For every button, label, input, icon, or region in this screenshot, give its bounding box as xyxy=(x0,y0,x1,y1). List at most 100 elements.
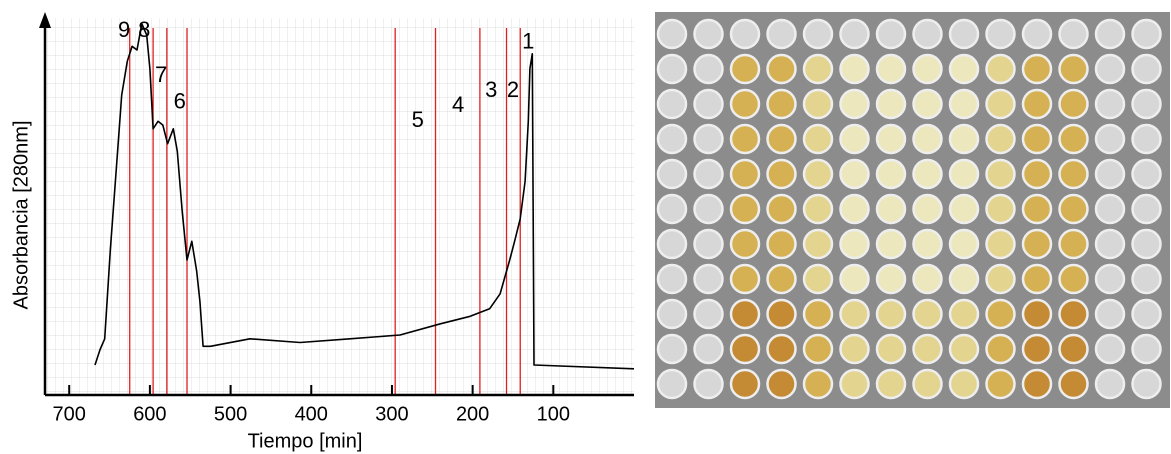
test-tube xyxy=(1094,228,1126,260)
test-tube xyxy=(839,158,870,190)
fraction-label: 7 xyxy=(155,62,167,87)
test-tube xyxy=(912,263,943,295)
test-tube xyxy=(875,18,907,50)
test-tube xyxy=(693,368,724,400)
test-tube xyxy=(1094,53,1126,85)
test-tube xyxy=(1094,88,1126,120)
test-tube xyxy=(875,333,907,365)
test-tube xyxy=(1094,193,1126,225)
test-tube xyxy=(766,368,797,400)
test-tube xyxy=(1094,368,1126,400)
test-tube xyxy=(656,53,688,85)
test-tube xyxy=(1094,158,1126,190)
test-tube xyxy=(802,18,834,50)
test-tube xyxy=(729,53,761,85)
test-tube xyxy=(693,263,724,295)
test-tube xyxy=(985,298,1016,330)
test-tube xyxy=(912,228,943,260)
x-tick-label: 100 xyxy=(537,403,570,425)
test-tube xyxy=(693,193,724,225)
test-tube xyxy=(875,53,907,85)
test-tube xyxy=(729,368,761,400)
test-tube xyxy=(948,193,980,225)
test-tube xyxy=(839,263,870,295)
test-tube xyxy=(948,228,980,260)
test-tube xyxy=(766,263,797,295)
test-tube xyxy=(656,263,688,295)
test-tube xyxy=(766,298,797,330)
test-tube xyxy=(912,53,943,85)
test-tube xyxy=(1021,53,1053,85)
test-tube xyxy=(1131,263,1162,295)
test-tube xyxy=(693,123,724,155)
test-tube xyxy=(839,18,870,50)
fraction-label: 5 xyxy=(412,107,424,132)
test-tube xyxy=(1021,263,1053,295)
test-tube xyxy=(1094,123,1126,155)
test-tube xyxy=(1094,298,1126,330)
test-tube xyxy=(1021,158,1053,190)
test-tube xyxy=(1058,18,1089,50)
test-tube xyxy=(729,158,761,190)
test-tube xyxy=(839,298,870,330)
test-tube xyxy=(948,53,980,85)
test-tube xyxy=(802,88,834,120)
test-tube xyxy=(766,193,797,225)
test-tube xyxy=(1094,263,1126,295)
test-tube xyxy=(875,368,907,400)
fraction-label: 2 xyxy=(507,77,519,102)
test-tube xyxy=(912,158,943,190)
test-tube xyxy=(1131,53,1162,85)
test-tube xyxy=(802,158,834,190)
test-tube xyxy=(912,88,943,120)
test-tube xyxy=(1021,193,1053,225)
x-tick-label: 700 xyxy=(53,403,86,425)
test-tube xyxy=(693,18,724,50)
test-tube xyxy=(766,158,797,190)
test-tube xyxy=(656,333,688,365)
test-tube xyxy=(875,158,907,190)
test-tube xyxy=(912,193,943,225)
x-tick-label: 200 xyxy=(456,403,489,425)
test-tube xyxy=(729,263,761,295)
test-tube xyxy=(875,263,907,295)
test-tube xyxy=(1058,298,1089,330)
test-tube xyxy=(656,298,688,330)
test-tube xyxy=(656,368,688,400)
fraction-label: 1 xyxy=(522,28,534,53)
test-tube xyxy=(948,298,980,330)
test-tube xyxy=(802,193,834,225)
test-tube xyxy=(656,228,688,260)
photo-test-tubes xyxy=(655,12,1170,408)
test-tube xyxy=(766,53,797,85)
x-tick-label: 500 xyxy=(214,403,247,425)
test-tube xyxy=(1131,18,1162,50)
y-axis-arrow xyxy=(39,12,51,28)
test-tube xyxy=(948,123,980,155)
fraction-label: 3 xyxy=(485,77,497,102)
test-tube xyxy=(948,18,980,50)
test-tube xyxy=(985,368,1016,400)
y-axis-label: Absorbancia [280nm] xyxy=(10,120,32,309)
test-tube xyxy=(985,158,1016,190)
test-tube xyxy=(729,18,761,50)
test-tube xyxy=(1094,333,1126,365)
test-tube xyxy=(693,53,724,85)
test-tube xyxy=(1058,368,1089,400)
fraction-label: 6 xyxy=(174,88,186,113)
fraction-label: 9 xyxy=(118,17,130,42)
test-tube xyxy=(875,298,907,330)
test-tube xyxy=(1021,333,1053,365)
test-tube xyxy=(912,368,943,400)
test-tube xyxy=(802,263,834,295)
test-tube xyxy=(985,193,1016,225)
test-tube xyxy=(948,158,980,190)
test-tube xyxy=(802,333,834,365)
test-tube xyxy=(1058,53,1089,85)
test-tube xyxy=(1131,228,1162,260)
test-tube xyxy=(985,228,1016,260)
paper-grid xyxy=(46,18,634,394)
test-tube xyxy=(729,193,761,225)
test-tube xyxy=(1021,123,1053,155)
test-tube xyxy=(1058,158,1089,190)
